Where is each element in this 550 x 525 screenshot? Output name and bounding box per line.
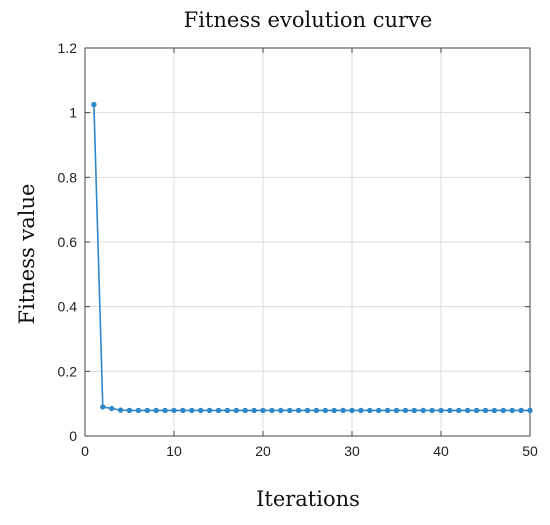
data-point	[465, 407, 471, 414]
data-point	[420, 407, 426, 414]
series-group	[91, 101, 533, 414]
data-point	[162, 407, 168, 414]
data-point	[198, 407, 204, 414]
y-tick-label: 1	[69, 105, 77, 121]
data-point	[376, 407, 382, 414]
series-line	[93, 104, 530, 412]
data-point	[117, 407, 124, 413]
data-point	[224, 407, 231, 414]
data-point	[215, 407, 222, 414]
data-point	[358, 407, 364, 414]
axis-ticks: 0 10 20 30 40 50 0 0.2 0.4 0.6 0.8 1 1.2	[58, 40, 538, 459]
x-tick-label: 30	[344, 443, 360, 459]
data-point	[108, 405, 115, 412]
y-tick-label: 0.2	[58, 363, 78, 379]
x-tick-label: 0	[81, 443, 89, 459]
data-point	[189, 407, 195, 414]
data-point	[171, 407, 177, 414]
y-tick-label: 0	[69, 428, 77, 444]
data-point	[411, 407, 417, 414]
y-tick-label: 0.8	[58, 169, 78, 185]
data-point	[144, 407, 151, 414]
data-point	[438, 407, 444, 414]
x-tick-label: 50	[522, 443, 538, 459]
data-point	[473, 407, 480, 414]
data-point	[91, 101, 97, 108]
data-point	[393, 407, 400, 414]
data-point	[251, 407, 257, 414]
y-tick-label: 0.4	[58, 299, 78, 315]
x-tick-label: 20	[255, 443, 271, 459]
data-point	[447, 407, 453, 414]
data-point	[500, 407, 506, 414]
data-point	[287, 407, 293, 414]
x-axis-label: Iterations	[256, 487, 360, 511]
chart-title: Fitness evolution curve	[184, 8, 433, 32]
data-point	[518, 407, 524, 414]
data-point	[456, 407, 462, 414]
x-tick-label: 40	[433, 443, 449, 459]
data-point	[384, 407, 391, 414]
data-point	[100, 404, 106, 410]
y-tick-label: 1.2	[58, 40, 78, 56]
data-point	[322, 407, 328, 414]
data-point	[313, 407, 320, 414]
data-point	[135, 407, 142, 414]
data-point	[349, 407, 355, 414]
grid-lines	[85, 48, 530, 436]
data-point	[269, 407, 275, 414]
data-point	[482, 407, 489, 414]
data-point	[509, 407, 515, 414]
data-point	[233, 407, 240, 414]
data-point	[180, 407, 186, 414]
data-point	[491, 407, 498, 414]
data-point	[367, 407, 373, 414]
data-point	[340, 407, 346, 414]
y-tick-label: 0.6	[58, 234, 78, 250]
data-point	[260, 407, 266, 414]
data-point	[527, 407, 533, 414]
data-point	[278, 407, 284, 414]
data-point	[304, 407, 311, 414]
data-point	[126, 407, 133, 414]
data-point	[331, 407, 337, 414]
y-axis-label: Fitness value	[15, 184, 39, 325]
data-point	[429, 407, 435, 414]
data-point	[206, 407, 213, 414]
data-point	[295, 407, 302, 414]
x-tick-label: 10	[166, 443, 182, 459]
data-point	[402, 407, 409, 414]
data-point	[153, 407, 159, 414]
data-point	[242, 407, 248, 414]
